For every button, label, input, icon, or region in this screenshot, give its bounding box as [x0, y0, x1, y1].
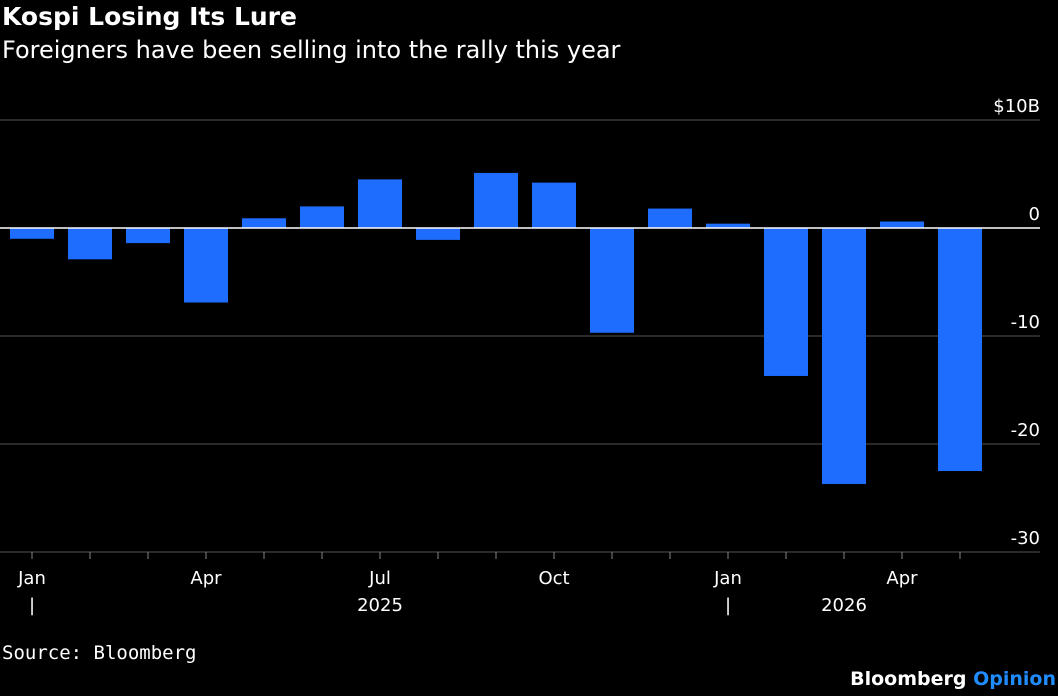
year-label: 2025 [357, 595, 403, 616]
chart-title: Kospi Losing Its Lure [2, 2, 297, 31]
bar [242, 218, 286, 228]
chart-subtitle: Foreigners have been selling into the ra… [2, 36, 621, 64]
brand-suffix: Opinion [973, 668, 1056, 690]
bar [822, 228, 866, 484]
y-tick-label: -30 [1011, 528, 1040, 549]
bar [300, 206, 344, 228]
bar-chart: $10B 0 -10 -20 -30 Jan Apr Jul Oct Jan Apr | | 2025 20… [0, 96, 1040, 616]
bar [880, 221, 924, 228]
x-tick-label: Jan [713, 568, 742, 589]
brand-logo: Bloomberg Opinion [850, 668, 1056, 690]
brand-name: Bloomberg [850, 668, 967, 690]
x-tick-label: Apr [190, 568, 222, 589]
bar [648, 208, 692, 228]
bar [358, 179, 402, 228]
bar [474, 172, 518, 228]
bar [68, 228, 112, 260]
source-note: Source: Bloomberg [2, 642, 197, 664]
bar [764, 228, 808, 376]
bar [706, 223, 750, 228]
x-tick-label: Jul [368, 568, 391, 589]
year-separator: | [725, 595, 731, 616]
y-tick-label: -20 [1011, 420, 1040, 441]
bar [938, 228, 982, 471]
year-label: 2026 [821, 595, 867, 616]
bar [590, 228, 634, 333]
x-tick-label: Oct [538, 568, 569, 589]
bar [416, 228, 460, 240]
x-tick-label: Apr [886, 568, 918, 589]
y-tick-label: 0 [1029, 204, 1040, 225]
bar [126, 228, 170, 244]
bar [184, 228, 228, 303]
bar [10, 228, 54, 239]
y-tick-label: $10B [993, 96, 1040, 117]
bar [532, 182, 576, 228]
y-tick-label: -10 [1011, 312, 1040, 333]
year-separator: | [29, 595, 35, 616]
x-tick-label: Jan [17, 568, 46, 589]
